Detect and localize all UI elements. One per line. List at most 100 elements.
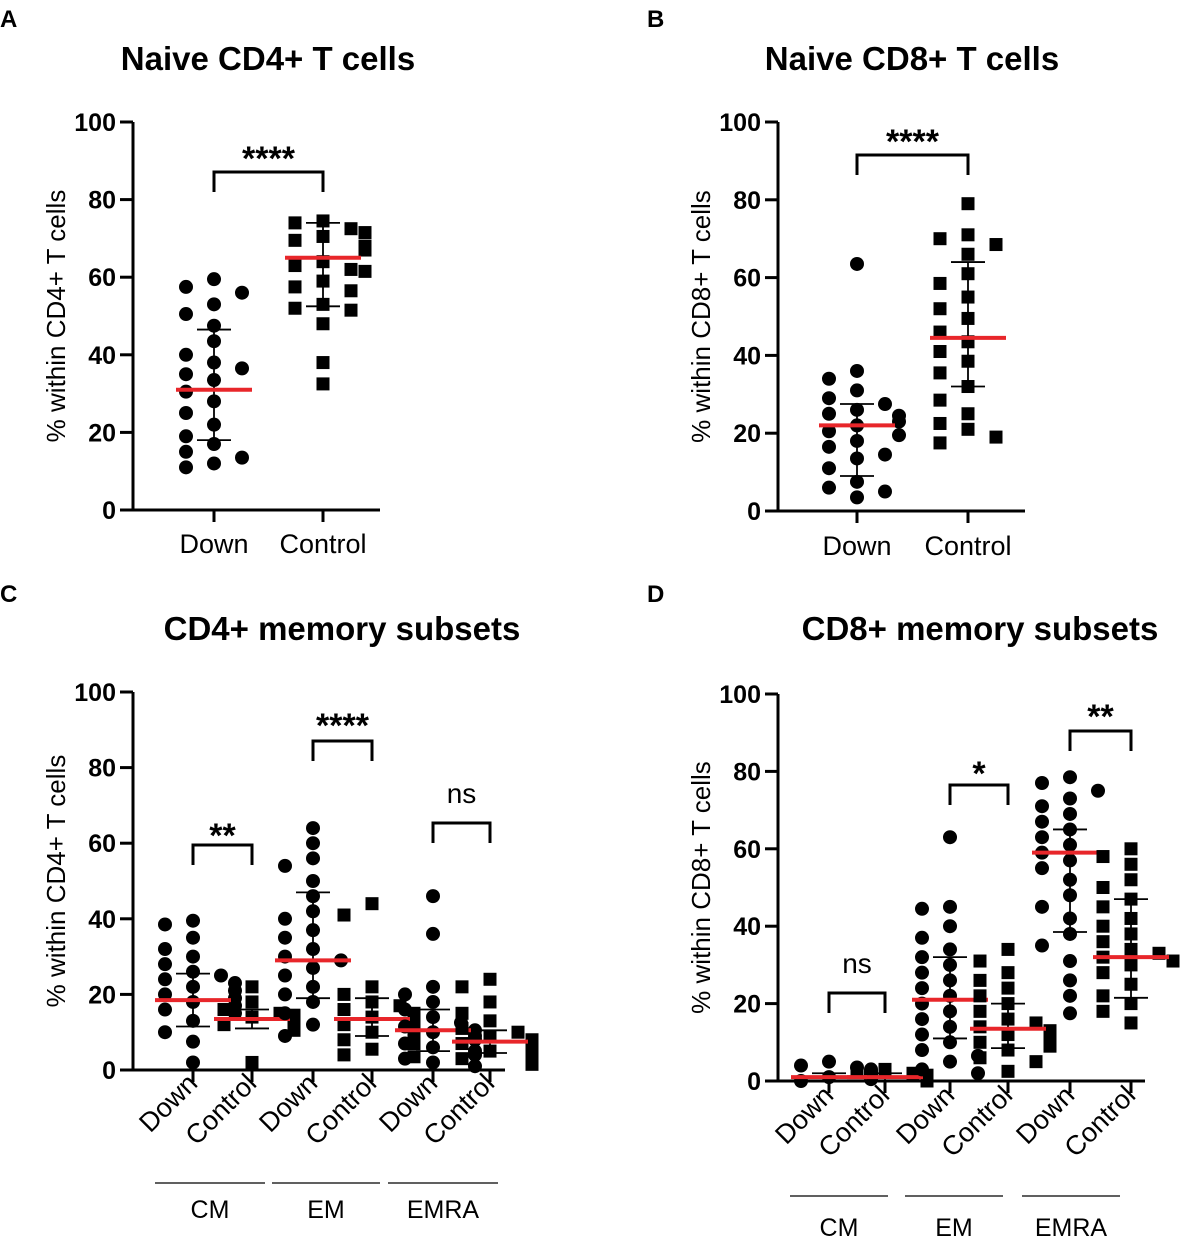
data-point bbox=[306, 1017, 320, 1032]
y-tick-label: 100 bbox=[74, 109, 116, 137]
data-point bbox=[1001, 966, 1015, 980]
data-point bbox=[1063, 791, 1077, 806]
data-point bbox=[1035, 830, 1049, 845]
data-point bbox=[398, 987, 412, 1002]
data-point bbox=[344, 284, 358, 298]
data-point bbox=[179, 429, 193, 444]
data-point bbox=[278, 968, 292, 983]
significance-bracket bbox=[855, 153, 970, 175]
data-point bbox=[822, 424, 836, 439]
data-point bbox=[822, 461, 836, 476]
group-control-emra: Control bbox=[1058, 842, 1180, 1163]
data-point bbox=[822, 391, 836, 406]
data-point bbox=[943, 942, 957, 957]
data-point bbox=[989, 238, 1003, 252]
data-point bbox=[186, 1055, 200, 1070]
data-point bbox=[915, 1043, 929, 1058]
data-point bbox=[933, 232, 947, 246]
data-point bbox=[850, 1064, 864, 1078]
x-category-label: Control bbox=[924, 531, 1011, 561]
subset-group-label: CM bbox=[191, 1196, 230, 1224]
significance-label: ** bbox=[209, 817, 236, 855]
data-point bbox=[278, 930, 292, 945]
y-tick-label: 80 bbox=[88, 755, 116, 783]
x-category-label: Down bbox=[822, 531, 891, 561]
data-point bbox=[933, 276, 947, 290]
significance-label: **** bbox=[886, 123, 940, 161]
data-point bbox=[455, 980, 469, 994]
panel-letter: B bbox=[647, 6, 664, 33]
data-point bbox=[426, 994, 440, 1009]
group-down: Down bbox=[819, 256, 906, 561]
data-point bbox=[179, 367, 193, 382]
data-point bbox=[288, 216, 302, 230]
data-point bbox=[943, 1054, 957, 1069]
data-point bbox=[365, 1042, 379, 1056]
significance-bracket bbox=[431, 821, 492, 843]
data-point bbox=[337, 987, 351, 1001]
y-tick-label: 0 bbox=[102, 497, 116, 525]
data-point bbox=[337, 1033, 351, 1047]
data-point bbox=[850, 383, 864, 398]
data-point bbox=[1001, 1043, 1015, 1057]
panel-letter: A bbox=[0, 6, 17, 33]
chart-title: CD4+ memory subsets bbox=[164, 610, 521, 647]
significance-bracket bbox=[311, 739, 374, 761]
y-tick-label: 60 bbox=[733, 265, 761, 293]
data-point bbox=[961, 422, 975, 436]
data-point bbox=[971, 1066, 985, 1081]
data-point bbox=[878, 447, 892, 462]
data-point bbox=[933, 436, 947, 450]
data-point bbox=[337, 1018, 351, 1032]
y-tick-label: 0 bbox=[747, 498, 761, 526]
y-axis-label: % within CD8+ T cells bbox=[686, 761, 716, 1014]
data-point bbox=[1035, 899, 1049, 914]
data-point bbox=[1063, 988, 1077, 1003]
panel-C: C CD4+ memory subsets 0 20 40 60 80 100 % within… bbox=[0, 581, 539, 1224]
data-point bbox=[850, 474, 864, 489]
data-point bbox=[878, 484, 892, 499]
data-point bbox=[1091, 783, 1105, 798]
chart-title: Naive CD4+ T cells bbox=[121, 40, 415, 77]
data-point bbox=[915, 965, 929, 980]
data-point bbox=[358, 264, 372, 278]
significance-bracket bbox=[1068, 729, 1133, 751]
data-point bbox=[186, 949, 200, 964]
data-point bbox=[1043, 1039, 1057, 1053]
data-point bbox=[915, 1012, 929, 1027]
data-point bbox=[933, 416, 947, 430]
data-point bbox=[822, 1054, 836, 1069]
group-control: Control bbox=[924, 197, 1012, 561]
data-point bbox=[794, 1058, 808, 1073]
data-point bbox=[1063, 806, 1077, 821]
data-point bbox=[186, 964, 200, 979]
data-point bbox=[207, 272, 221, 287]
data-point bbox=[365, 980, 379, 994]
data-point bbox=[915, 950, 929, 965]
significance-bracket bbox=[191, 843, 254, 865]
data-point bbox=[933, 325, 947, 339]
data-point bbox=[316, 317, 330, 331]
significance-bracket bbox=[212, 170, 325, 192]
data-point bbox=[245, 1055, 259, 1069]
panel-B: B Naive CD8+ T cells 0 20 40 60 80 100 % within … bbox=[647, 6, 1059, 561]
chart-title: CD8+ memory subsets bbox=[802, 610, 1159, 647]
data-point bbox=[468, 1047, 482, 1062]
data-point bbox=[207, 456, 221, 471]
data-point bbox=[1096, 989, 1110, 1003]
data-point bbox=[1063, 954, 1077, 969]
data-point bbox=[1001, 942, 1015, 956]
data-point bbox=[316, 214, 330, 228]
data-point bbox=[306, 851, 320, 866]
data-point bbox=[288, 259, 302, 273]
data-point bbox=[344, 222, 358, 236]
data-point bbox=[973, 1035, 987, 1049]
significance-bracket bbox=[948, 783, 1010, 805]
data-point bbox=[1096, 1004, 1110, 1018]
data-point bbox=[973, 1004, 987, 1018]
data-point bbox=[235, 361, 249, 376]
data-point bbox=[1035, 814, 1049, 829]
data-point bbox=[207, 297, 221, 312]
data-point bbox=[1124, 1016, 1138, 1030]
data-point bbox=[1063, 1006, 1077, 1021]
